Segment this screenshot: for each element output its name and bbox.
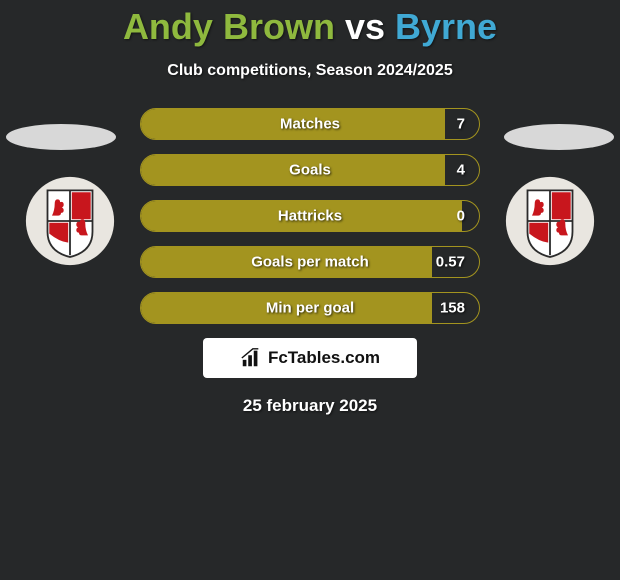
stat-row: Goals 4 <box>140 154 480 186</box>
stat-value: 158 <box>440 300 465 317</box>
player2-placeholder-ellipse <box>504 124 614 150</box>
club-shield-left <box>25 176 115 266</box>
stat-label: Matches <box>280 116 340 133</box>
stat-label: Min per goal <box>266 300 354 317</box>
stat-label: Goals <box>289 162 331 179</box>
player2-name: Byrne <box>395 6 497 47</box>
stat-row: Hattricks 0 <box>140 200 480 232</box>
brand-badge[interactable]: FcTables.com <box>203 338 417 378</box>
subtitle: Club competitions, Season 2024/2025 <box>0 62 620 80</box>
vs-separator: vs <box>345 6 385 47</box>
brand-text: FcTables.com <box>268 348 380 368</box>
club-shield-right <box>505 176 595 266</box>
chart-icon <box>240 347 262 369</box>
stat-value: 0.57 <box>436 254 465 271</box>
stat-value: 7 <box>457 116 465 133</box>
stat-label: Goals per match <box>251 254 369 271</box>
player1-name: Andy Brown <box>123 6 335 47</box>
stat-row: Goals per match 0.57 <box>140 246 480 278</box>
page-title: Andy Brown vs Byrne <box>0 0 620 48</box>
stats-container: Matches 7 Goals 4 Hattricks 0 Goals per … <box>140 108 480 324</box>
stat-value: 4 <box>457 162 465 179</box>
player1-placeholder-ellipse <box>6 124 116 150</box>
stat-row: Matches 7 <box>140 108 480 140</box>
footer-date: 25 february 2025 <box>0 396 620 416</box>
stat-value: 0 <box>457 208 465 225</box>
stat-row: Min per goal 158 <box>140 292 480 324</box>
stat-label: Hattricks <box>278 208 342 225</box>
